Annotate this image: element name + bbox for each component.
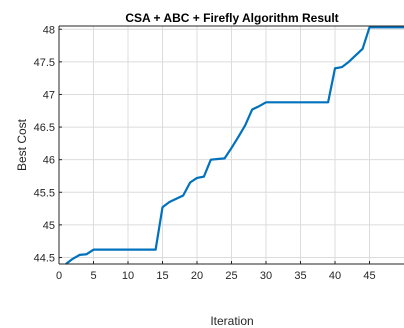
y-tick-label: 46 [43,155,55,167]
x-tick-label: 20 [191,270,203,282]
y-axis-ticks: 44.5 45 45.5 46 46.5 47 47.5 48 [34,24,62,264]
x-tick-label: 0 [56,270,62,282]
y-tick-label: 46.5 [34,122,55,134]
grid-lines [58,26,404,264]
x-tick-label: 10 [122,270,134,282]
x-axis-label: Iteration [210,314,253,328]
y-tick-label: 44.5 [34,252,55,264]
y-tick-label: 45 [43,220,55,232]
y-tick-label: 47.5 [34,57,55,69]
y-tick-label: 48 [43,24,55,36]
x-tick-label: 40 [329,270,341,282]
best-cost-line [65,26,404,265]
x-tick-label: 25 [225,270,237,282]
x-tick-label: 35 [294,270,306,282]
x-axis-ticks: 0 5 10 15 20 25 30 35 40 45 [56,261,376,282]
x-tick-label: 45 [363,270,375,282]
x-tick-label: 15 [156,270,168,282]
x-tick-label: 5 [90,270,96,282]
chart-title: CSA + ABC + Firefly Algorithm Result [125,11,338,25]
y-axis-label: Best Cost [15,118,29,171]
y-tick-label: 45.5 [34,187,55,199]
x-tick-label: 30 [260,270,272,282]
y-tick-label: 47 [43,89,55,101]
